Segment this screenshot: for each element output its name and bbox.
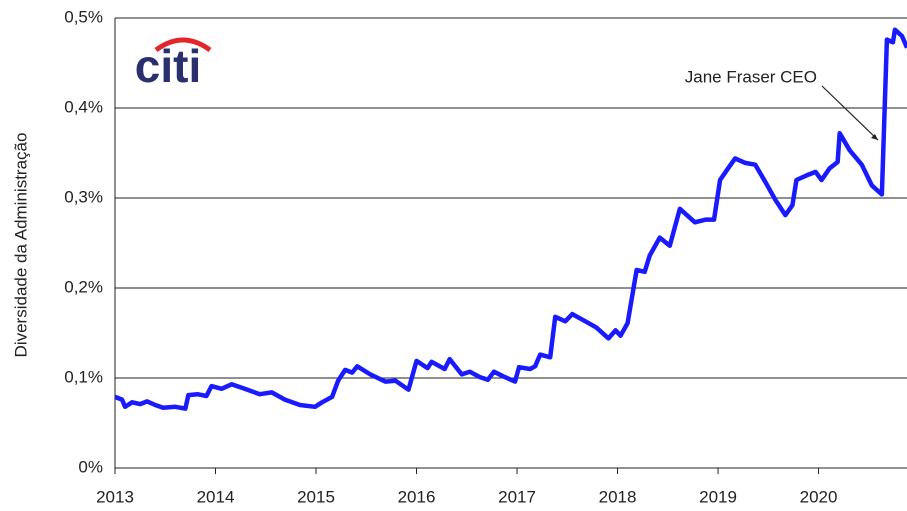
logo-arc <box>154 37 212 53</box>
x-tick-label: 2014 <box>197 487 235 506</box>
x-tick-label: 2018 <box>599 487 637 506</box>
annotation-arrow <box>821 85 879 141</box>
arrow-head <box>871 134 878 140</box>
x-tick-label: 2017 <box>498 487 536 506</box>
y-tick-label: 0,2% <box>64 277 103 296</box>
x-tick-label: 2020 <box>800 487 838 506</box>
y-tick-label: 0,4% <box>64 97 103 116</box>
x-tick-label: 2013 <box>96 487 134 506</box>
y-axis-label: Diversidade da Administração <box>11 133 30 358</box>
data-line <box>114 27 907 411</box>
y-tick-label: 0% <box>78 457 103 476</box>
y-tick-label: 0,1% <box>64 367 103 386</box>
annotation: Jane Fraser CEO <box>685 67 817 86</box>
x-tick-label: 2015 <box>297 487 335 506</box>
y-tick-label: 0,3% <box>64 187 103 206</box>
logo: citi <box>135 40 201 92</box>
y-tick-label: 0,5% <box>64 7 103 26</box>
x-tick-label: 2019 <box>699 487 737 506</box>
x-tick-label: 2016 <box>398 487 436 506</box>
